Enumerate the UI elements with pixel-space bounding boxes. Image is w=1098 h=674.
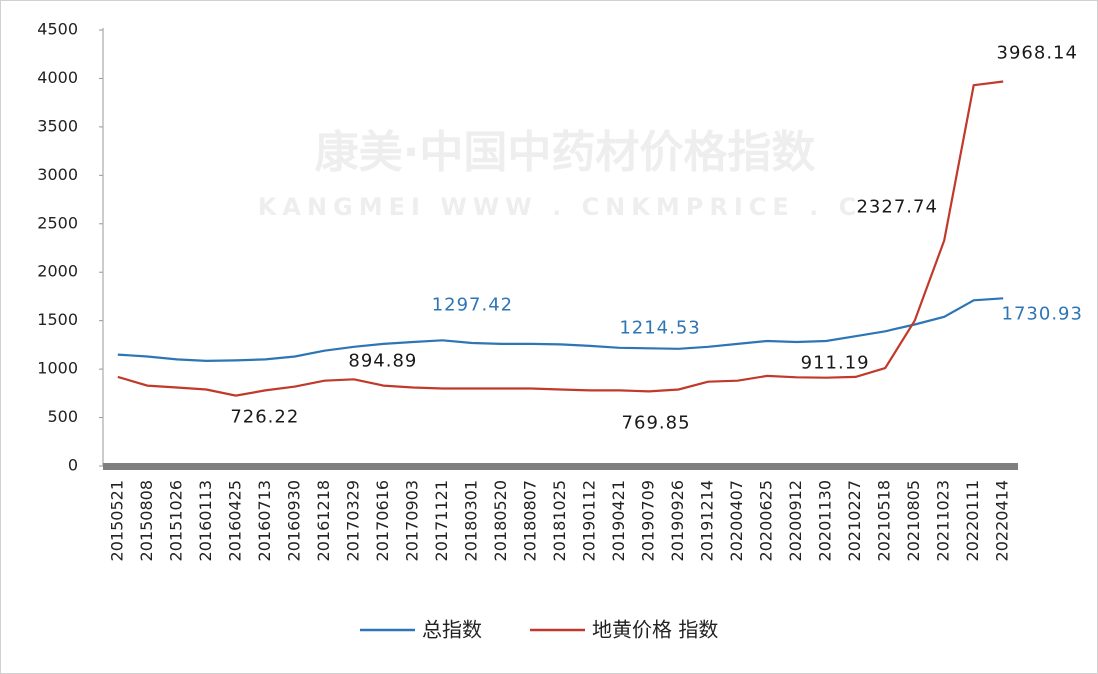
y-tick-label: 4000	[37, 68, 78, 87]
y-tick-label: 1000	[37, 359, 78, 378]
x-tick-label: 20200912	[786, 480, 805, 561]
x-tick-label: 20170329	[343, 480, 362, 561]
x-tick-label: 20220111	[963, 480, 982, 561]
data-label: 1214.53	[619, 317, 700, 338]
data-label: 769.85	[622, 412, 691, 433]
x-tick-label: 20161218	[314, 480, 333, 561]
watermark: 康美·中国中药材价格指数	[315, 127, 816, 178]
data-label: 911.19	[801, 353, 870, 374]
data-label: 1297.42	[432, 294, 513, 315]
legend-label: 总指数	[422, 618, 482, 642]
x-tick-label: 20151026	[166, 480, 185, 561]
watermark: KANGMEI WWW . CNKMPRICE . C	[258, 193, 862, 221]
y-tick-label: 500	[47, 407, 78, 426]
data-label: 1730.93	[1002, 303, 1083, 324]
x-tick-label: 20190112	[580, 480, 599, 561]
y-tick-label: 4500	[37, 20, 78, 39]
x-tick-label: 20210227	[845, 480, 864, 561]
x-tick-label: 20201130	[816, 480, 835, 561]
x-tick-label: 20220414	[993, 480, 1012, 561]
x-tick-label: 20210518	[875, 480, 894, 561]
x-tick-label: 20190421	[609, 480, 628, 561]
data-label: 726.22	[230, 407, 299, 428]
x-tick-label: 20200625	[757, 480, 776, 561]
x-tick-label: 20210805	[904, 480, 923, 561]
x-tick-label: 20200407	[727, 480, 746, 561]
x-tick-label: 20181025	[550, 480, 569, 561]
x-tick-label: 20160425	[225, 480, 244, 561]
data-label: 894.89	[348, 350, 417, 371]
x-tick-label: 20160713	[255, 480, 274, 561]
x-axis	[103, 463, 1018, 470]
x-tick-label: 20190926	[668, 480, 687, 561]
data-label: 2327.74	[856, 196, 937, 217]
x-tick-label: 20160113	[196, 480, 215, 561]
y-tick-label: 3000	[37, 165, 78, 184]
y-tick-label: 0	[68, 456, 78, 475]
x-tick-label: 20170903	[402, 480, 421, 561]
legend-label: 地黄价格 指数	[592, 618, 718, 642]
y-tick-label: 3500	[37, 116, 78, 135]
x-tick-label: 20170616	[373, 480, 392, 561]
x-tick-label: 20190709	[639, 480, 658, 561]
x-tick-label: 20171121	[432, 480, 451, 561]
y-tick-label: 2500	[37, 213, 78, 232]
x-tick-label: 20191214	[698, 480, 717, 561]
x-tick-label: 20180301	[461, 480, 480, 561]
x-tick-label: 20160930	[284, 480, 303, 561]
x-tick-label: 20150808	[137, 480, 156, 561]
series-line	[117, 297, 1004, 363]
x-tick-label: 20150521	[107, 480, 126, 561]
data-label: 3968.14	[997, 43, 1078, 64]
series-line	[117, 80, 1004, 397]
x-tick-label: 20180520	[491, 480, 510, 561]
x-tick-label: 20211023	[934, 480, 953, 561]
x-tick-label: 20180807	[520, 480, 539, 561]
y-tick-label: 1500	[37, 310, 78, 329]
y-tick-label: 2000	[37, 262, 78, 281]
